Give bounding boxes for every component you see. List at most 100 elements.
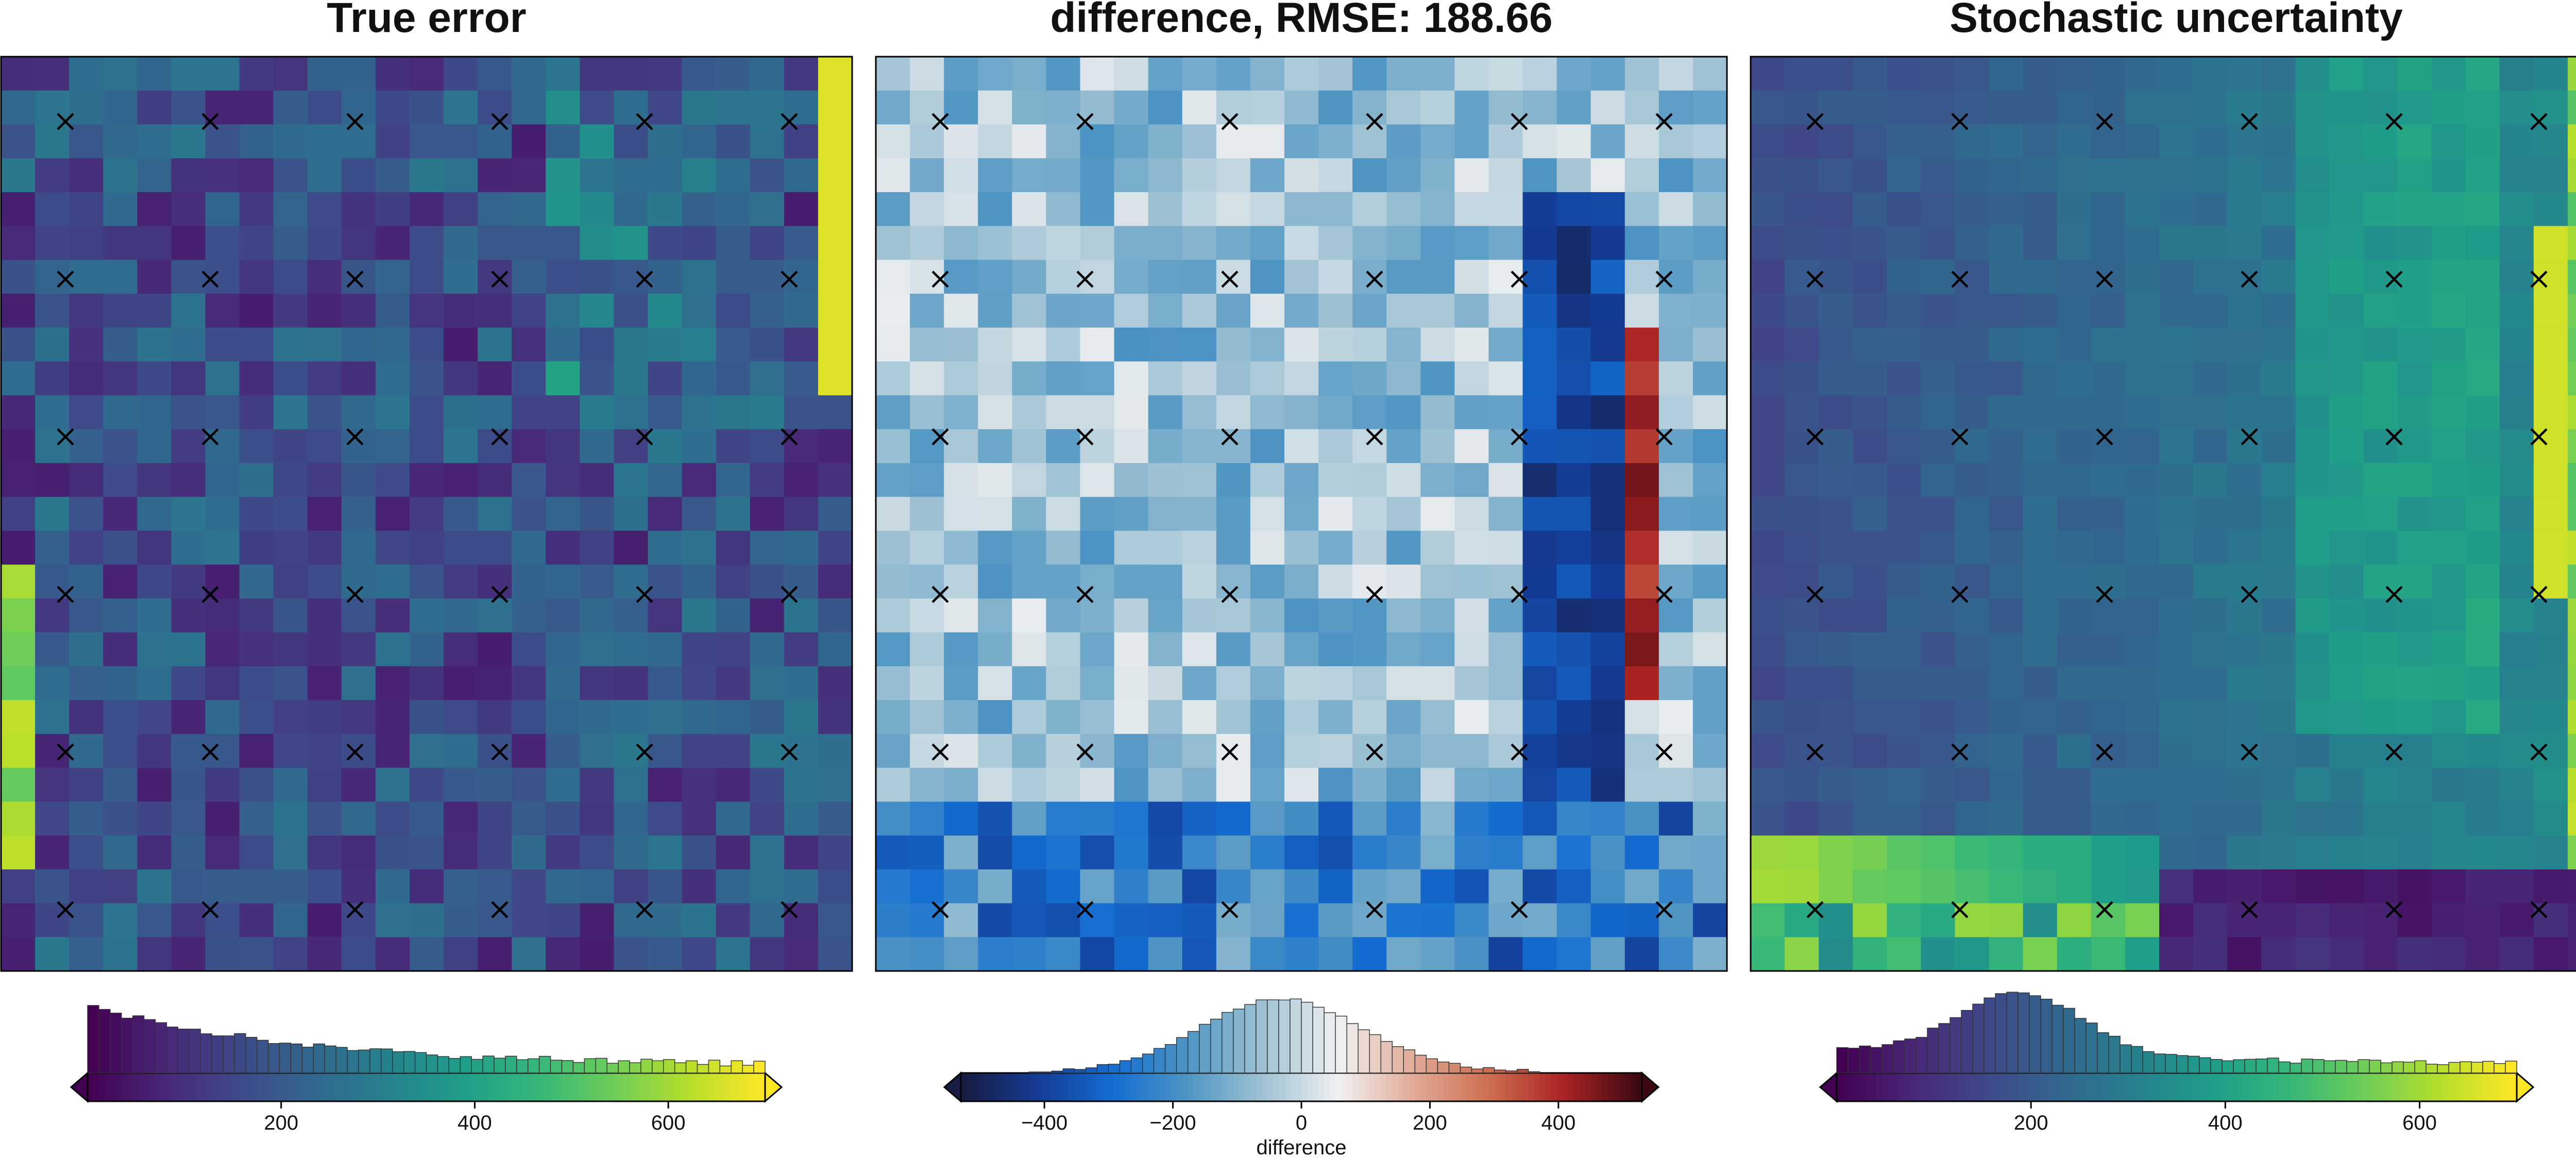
heatmap-cell	[273, 90, 308, 125]
heatmap-cell	[1785, 666, 1819, 701]
heatmap-cell	[1182, 531, 1217, 565]
heatmap-cell	[512, 90, 547, 125]
heatmap-cell	[2091, 565, 2126, 599]
heatmap-cell	[2329, 734, 2364, 769]
heatmap-cell	[876, 497, 910, 532]
colorbar-segment	[1182, 1073, 1189, 1101]
colorbar-segment	[1188, 1073, 1194, 1101]
heatmap-cells	[1, 57, 853, 971]
heatmap-cell	[1148, 903, 1183, 938]
heatmap-cell	[1853, 124, 1888, 159]
colorbar-segment	[2420, 1073, 2427, 1101]
heatmap-cell	[2227, 903, 2262, 938]
heatmap-cell	[307, 361, 342, 396]
heatmap-cell	[2295, 836, 2330, 870]
heatmap-cell	[375, 294, 410, 328]
heatmap-cell	[2431, 565, 2466, 599]
colorbar-segment	[166, 1073, 173, 1101]
colorbar-segment	[1927, 1073, 1934, 1101]
heatmap-cell	[978, 700, 1013, 735]
colorbar-segment	[1562, 1073, 1569, 1101]
colorbar-segment	[1888, 1073, 1894, 1101]
heatmap-cell	[978, 429, 1013, 464]
heatmap-cell	[307, 429, 342, 464]
heatmap-cell	[2567, 768, 2576, 803]
heatmap-cell	[818, 869, 853, 904]
heatmap-cell	[239, 937, 274, 971]
heatmap-cell	[2465, 327, 2500, 362]
heatmap-cell	[944, 700, 979, 735]
heatmap-cell	[1, 192, 36, 227]
colorbar-segment	[2041, 1073, 2047, 1101]
heatmap-cell	[1624, 666, 1659, 701]
heatmap-cell	[1420, 903, 1455, 938]
heatmap-cell	[171, 361, 206, 396]
colorbar-segment	[1216, 1073, 1223, 1101]
heatmap-cell	[2193, 632, 2228, 667]
heatmap-cell	[1624, 632, 1659, 667]
heatmap-cell	[1921, 361, 1956, 396]
heatmap-cell	[1, 632, 36, 667]
heatmap-cell	[478, 903, 512, 938]
heatmap-cell	[1148, 565, 1183, 599]
heatmap-cell	[2091, 226, 2126, 261]
heatmap-cell	[2431, 90, 2466, 125]
heatmap-cell	[614, 768, 649, 803]
heatmap-cell	[409, 463, 444, 498]
heatmap-cell	[648, 903, 683, 938]
sample-marker	[931, 901, 949, 918]
heatmap-cell	[2499, 768, 2534, 803]
heatmap-cell	[2431, 226, 2466, 261]
heatmap-cell	[1318, 124, 1353, 159]
heatmap-cell	[910, 124, 944, 159]
heatmap-cell	[137, 937, 172, 971]
heatmap-cell	[1488, 395, 1523, 430]
heatmap-cell	[2193, 192, 2228, 227]
heatmap-cell	[1692, 937, 1727, 971]
heatmap-cell	[1624, 294, 1659, 328]
heatmap-cell	[2261, 531, 2296, 565]
heatmap-cell	[2091, 531, 2126, 565]
heatmap-cell	[137, 598, 172, 633]
heatmap-cell	[2261, 632, 2296, 667]
colorbar-extend-low	[70, 1071, 89, 1103]
heatmap-cell	[2499, 632, 2534, 667]
heatmap-cell	[2295, 294, 2330, 328]
heatmap-cell	[2057, 937, 2092, 971]
heatmap-cell	[1420, 361, 1455, 396]
heatmap-cell	[2023, 598, 2058, 633]
heatmap-cell	[2465, 565, 2500, 599]
histogram-bar	[460, 1056, 472, 1073]
heatmap-cell	[2533, 327, 2568, 362]
heatmap-cell	[2125, 429, 2160, 464]
heatmap-cell	[2227, 666, 2262, 701]
heatmap-cell	[2329, 497, 2364, 532]
colorbar-segment	[1488, 1073, 1495, 1101]
histogram-bar	[2210, 1059, 2223, 1073]
sample-marker	[636, 428, 653, 446]
heatmap-cell	[2465, 497, 2500, 532]
colorbar-segment	[1347, 1073, 1353, 1101]
heatmap-cell	[546, 226, 581, 261]
heatmap-cell	[784, 666, 819, 701]
heatmap-cell	[1853, 903, 1888, 938]
heatmap-cell	[103, 937, 138, 971]
heatmap-cell	[137, 666, 172, 701]
heatmap-cell	[784, 429, 819, 464]
colorbar-segment	[1842, 1073, 1849, 1101]
heatmap-cell	[2465, 937, 2500, 971]
heatmap-cell	[1352, 361, 1387, 396]
heatmap-cell	[1887, 124, 1922, 159]
heatmap-cell	[614, 666, 649, 701]
heatmap-cell	[1921, 124, 1956, 159]
heatmap-cell	[2057, 565, 2092, 599]
heatmap-cell	[682, 158, 717, 193]
heatmap-cell	[1556, 802, 1591, 836]
colorbar-segment	[432, 1073, 438, 1101]
heatmap-cell	[614, 192, 649, 227]
heatmap-cell	[750, 632, 785, 667]
heatmap-cell	[2023, 327, 2058, 362]
colorbar-segment	[2256, 1073, 2262, 1101]
histogram-bar	[177, 1028, 190, 1073]
heatmap-cell	[2057, 768, 2092, 803]
